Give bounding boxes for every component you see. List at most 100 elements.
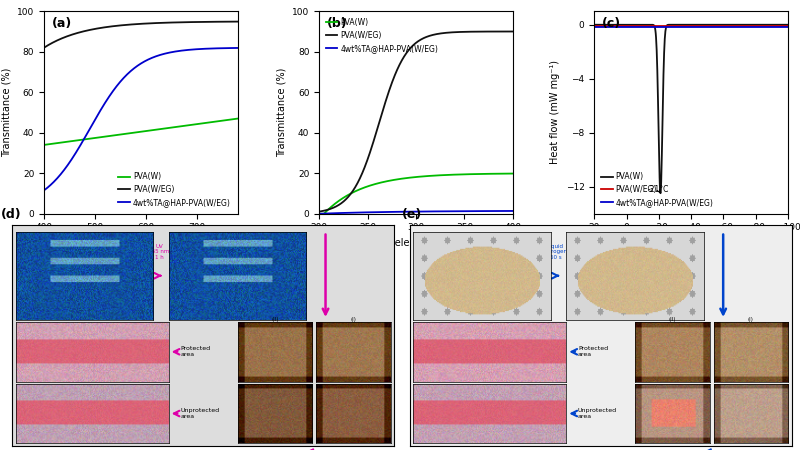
- PVA(W/EG): [473, 29, 482, 34]
- 4wt%TA@HAP-PVA(W/EG): [473, 208, 482, 214]
- Y-axis label: Transmittance (%): Transmittance (%): [277, 68, 286, 157]
- PVA(W): [590, 22, 599, 27]
- PVA(W): [131, 130, 141, 135]
- Line: PVA(W): PVA(W): [44, 118, 238, 145]
- Text: Unprotected
area: Unprotected area: [578, 408, 617, 419]
- PVA(W/EG): [719, 23, 729, 28]
- Legend: PVA(W), PVA(W/EG), 4wt%TA@HAP-PVA(W/EG): PVA(W), PVA(W/EG), 4wt%TA@HAP-PVA(W/EG): [115, 169, 234, 210]
- PVA(W): [656, 190, 666, 196]
- PVA(W/EG): [508, 29, 518, 34]
- 4wt%TA@HAP-PVA(W/EG): [735, 24, 745, 30]
- 4wt%TA@HAP-PVA(W/EG): [228, 45, 238, 51]
- Text: (d): (d): [1, 208, 21, 221]
- Line: PVA(W/EG): PVA(W/EG): [44, 22, 238, 48]
- Text: liquid
nitrogen
60 s: liquid nitrogen 60 s: [545, 244, 567, 260]
- 4wt%TA@HAP-PVA(W/EG): [704, 24, 714, 30]
- PVA(W/EG): [503, 29, 513, 34]
- X-axis label: Temperature (°C): Temperature (°C): [649, 238, 733, 248]
- PVA(W): [154, 126, 164, 132]
- PVA(W/EG): [735, 23, 745, 28]
- 4wt%TA@HAP-PVA(W/EG): [314, 211, 324, 216]
- 4wt%TA@HAP-PVA(W/EG): [783, 24, 793, 30]
- 4wt%TA@HAP-PVA(W/EG): [132, 63, 142, 69]
- 4wt%TA@HAP-PVA(W/EG): [233, 45, 242, 51]
- PVA(W): [678, 22, 687, 27]
- Text: (e): (e): [402, 208, 422, 221]
- PVA(W/EG): [590, 23, 599, 28]
- 4wt%TA@HAP-PVA(W/EG): [407, 209, 417, 214]
- PVA(W): [730, 22, 740, 27]
- 4wt%TA@HAP-PVA(W/EG): [131, 64, 141, 70]
- PVA(W/EG): [228, 19, 238, 24]
- Line: PVA(W): PVA(W): [594, 25, 788, 193]
- 4wt%TA@HAP-PVA(W/EG): [198, 46, 208, 52]
- PVA(W): [228, 117, 238, 122]
- PVA(W/EG): [419, 35, 429, 40]
- Text: Protected
area: Protected area: [578, 346, 608, 357]
- PVA(W/EG): [783, 23, 793, 28]
- Text: Unprotected
area: Unprotected area: [180, 408, 219, 419]
- 4wt%TA@HAP-PVA(W/EG): [719, 24, 729, 30]
- Legend: PVA(W), PVA(W/EG), 4wt%TA@HAP-PVA(W/EG): PVA(W), PVA(W/EG), 4wt%TA@HAP-PVA(W/EG): [323, 15, 442, 56]
- 4wt%TA@HAP-PVA(W/EG): [677, 24, 686, 30]
- PVA(W): [719, 22, 729, 27]
- PVA(W): [508, 171, 518, 176]
- PVA(W): [198, 121, 208, 126]
- 4wt%TA@HAP-PVA(W/EG): [508, 208, 518, 214]
- PVA(W): [704, 22, 714, 27]
- 4wt%TA@HAP-PVA(W/EG): [624, 24, 634, 30]
- PVA(W/EG): [132, 21, 142, 27]
- PVA(W/EG): [131, 22, 141, 27]
- PVA(W/EG): [144, 21, 154, 26]
- Legend: PVA(W), PVA(W/EG), 4wt%TA@HAP-PVA(W/EG): PVA(W), PVA(W/EG), 4wt%TA@HAP-PVA(W/EG): [598, 169, 717, 210]
- PVA(W/EG): [406, 45, 416, 50]
- PVA(W): [132, 130, 142, 135]
- Text: (b): (b): [327, 18, 347, 30]
- 4wt%TA@HAP-PVA(W/EG): [590, 24, 599, 30]
- PVA(W): [639, 22, 649, 27]
- Y-axis label: Heat flow (mW mg⁻¹): Heat flow (mW mg⁻¹): [550, 60, 560, 165]
- 4wt%TA@HAP-PVA(W/EG): [503, 208, 513, 214]
- PVA(W): [624, 22, 634, 27]
- 4wt%TA@HAP-PVA(W/EG): [154, 53, 164, 58]
- PVA(W/EG): [233, 19, 242, 24]
- PVA(W): [430, 173, 439, 178]
- X-axis label: Wavelength (nm): Wavelength (nm): [374, 238, 458, 248]
- PVA(W/EG): [407, 43, 417, 49]
- Line: PVA(W/EG): PVA(W/EG): [319, 32, 513, 211]
- 4wt%TA@HAP-PVA(W/EG): [430, 209, 439, 214]
- Y-axis label: Transmittance (%): Transmittance (%): [2, 68, 11, 157]
- PVA(W/EG): [154, 20, 164, 26]
- 4wt%TA@HAP-PVA(W/EG): [406, 209, 416, 214]
- PVA(W/EG): [39, 45, 49, 50]
- PVA(W/EG): [198, 19, 208, 25]
- PVA(W/EG): [314, 209, 324, 214]
- PVA(W): [314, 211, 324, 216]
- PVA(W): [419, 174, 429, 179]
- PVA(W): [407, 175, 417, 180]
- 4wt%TA@HAP-PVA(W/EG): [419, 209, 429, 214]
- PVA(W/EG): [430, 32, 439, 37]
- X-axis label: Wavelength (nm): Wavelength (nm): [98, 238, 183, 248]
- Text: UV
(365 nm)
1 h: UV (365 nm) 1 h: [146, 244, 172, 260]
- PVA(W): [473, 171, 482, 177]
- Text: Protected
area: Protected area: [180, 346, 210, 357]
- Text: -21°C: -21°C: [647, 185, 669, 194]
- 4wt%TA@HAP-PVA(W/EG): [144, 57, 154, 62]
- Text: (c): (c): [602, 18, 621, 30]
- PVA(W): [233, 116, 242, 121]
- Line: 4wt%TA@HAP-PVA(W/EG): 4wt%TA@HAP-PVA(W/EG): [44, 48, 238, 190]
- Line: PVA(W): PVA(W): [319, 174, 513, 214]
- PVA(W): [39, 142, 49, 148]
- PVA(W): [783, 22, 793, 27]
- PVA(W/EG): [639, 23, 649, 28]
- PVA(W/EG): [677, 23, 686, 28]
- PVA(W/EG): [704, 23, 714, 28]
- 4wt%TA@HAP-PVA(W/EG): [39, 188, 49, 193]
- 4wt%TA@HAP-PVA(W/EG): [639, 24, 649, 30]
- PVA(W): [503, 171, 513, 176]
- Text: (a): (a): [52, 18, 72, 30]
- PVA(W): [144, 128, 154, 133]
- PVA(W/EG): [624, 23, 634, 28]
- PVA(W): [736, 22, 746, 27]
